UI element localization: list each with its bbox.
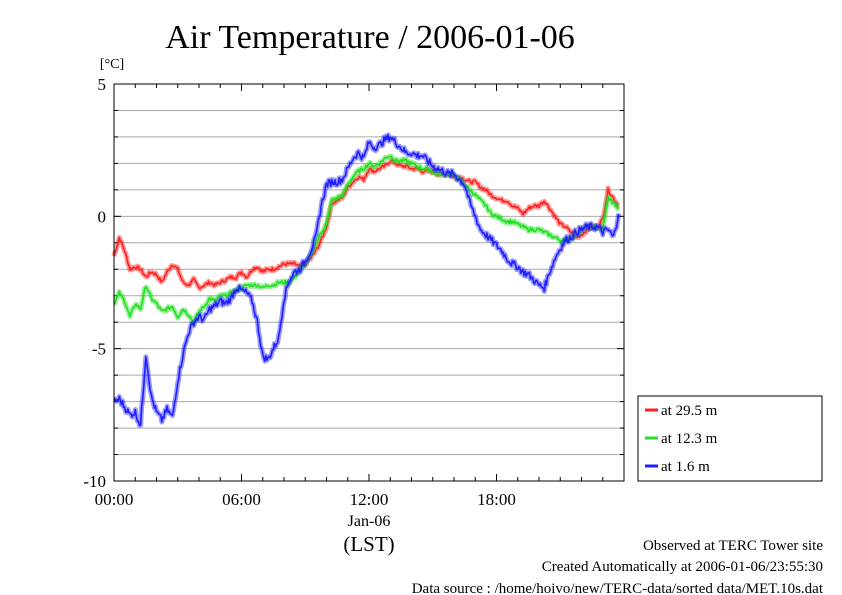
y-tick-labels: 5 0 -5 -10 — [83, 75, 106, 491]
y-tick-label: 0 — [98, 207, 107, 226]
series-line — [113, 134, 620, 427]
legend-box — [637, 395, 823, 482]
plot-frame — [113, 83, 625, 482]
footer-source: Data source : /home/hoivo/new/TERC-data/… — [412, 581, 824, 595]
chart-title: Air Temperature / 2006-01-06 — [165, 19, 575, 56]
y-gridlines — [114, 109, 624, 456]
series-at-12-3-m — [112, 153, 621, 327]
footer-site: Observed at TERC Tower site — [643, 538, 823, 554]
legend-item: at 1.6 m — [645, 459, 710, 475]
series-lines — [111, 132, 622, 428]
series-at-1-6-m — [112, 132, 622, 428]
y-tick-label: -10 — [83, 472, 106, 491]
x-tick-label: 06:00 — [222, 490, 261, 509]
series-line — [113, 159, 619, 290]
x-tick-label: 00:00 — [95, 490, 134, 509]
footer-created: Created Automatically at 2006-01-06/23:5… — [542, 559, 823, 575]
series-line — [113, 155, 619, 325]
x-axis-label: (LST) — [343, 532, 394, 556]
series-band — [112, 153, 621, 327]
y-tick-label: 5 — [98, 75, 107, 94]
x-tick-label: 18:00 — [477, 490, 516, 509]
legend-label: at 29.5 m — [661, 403, 718, 419]
series-at-29-5-m — [111, 158, 621, 292]
y-axis-unit: [°C] — [100, 57, 124, 72]
legend-label: at 1.6 m — [661, 459, 710, 475]
legend-item: at 12.3 m — [645, 431, 718, 447]
legend-label: at 12.3 m — [661, 431, 718, 447]
legend-item: at 29.5 m — [645, 403, 718, 419]
x-tick-label: 12:00 — [350, 490, 389, 509]
y-tick-label: -5 — [92, 340, 106, 359]
legend: at 29.5 m at 12.3 m at 1.6 m — [637, 395, 823, 482]
date-label: Jan-06 — [348, 513, 391, 530]
x-tick-labels: 00:00 06:00 12:00 18:00 — [95, 490, 516, 509]
